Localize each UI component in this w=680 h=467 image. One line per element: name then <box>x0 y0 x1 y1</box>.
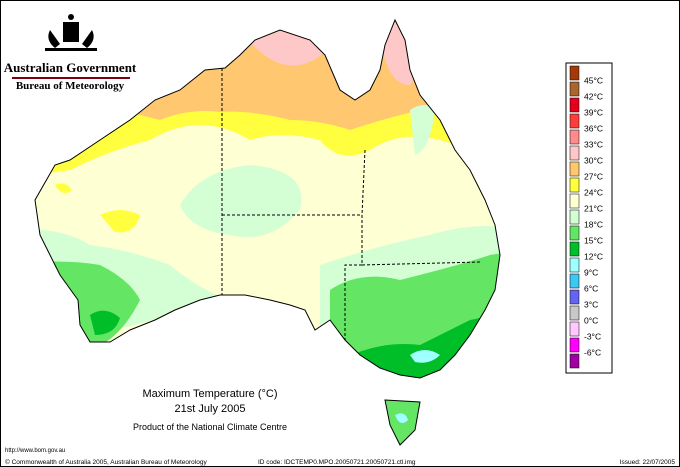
legend-swatch <box>569 353 580 369</box>
map-product: Product of the National Climate Centre <box>133 422 287 432</box>
legend-label: 0°C <box>584 315 598 325</box>
issued: Issued: 22/07/2005 <box>620 459 676 466</box>
legend-label: 18°C <box>584 219 603 229</box>
legend: 45°C 42°C 39°C 36°C 33°C 30°C 27°C 24°C 21°C 18°C… <box>565 62 613 374</box>
coastline <box>34 18 501 379</box>
agency: Australian Government <box>4 60 137 75</box>
state-borders <box>221 68 481 340</box>
legend-swatch <box>569 337 580 353</box>
id-code: ID code: IDCTEMP0.MPO.20050721.20050721.… <box>258 459 416 466</box>
legend-swatch <box>569 129 580 145</box>
legend-swatch <box>569 321 580 337</box>
legend-label: 3°C <box>584 299 598 309</box>
url: http://www.bom.gov.au <box>5 448 65 454</box>
legend-label: 21°C <box>584 203 603 213</box>
legend-swatch <box>569 241 580 257</box>
legend-swatch <box>569 225 580 241</box>
legend-swatch <box>569 193 580 209</box>
legend-label: 42°C <box>584 91 603 101</box>
legend-swatch <box>569 81 580 97</box>
legend-swatch <box>569 113 580 129</box>
tasmania-cold <box>395 413 408 424</box>
legend-label: -3°C <box>584 331 601 341</box>
legend-label: 27°C <box>584 171 603 181</box>
legend-label: 6°C <box>584 283 598 293</box>
legend-label: 30°C <box>584 155 603 165</box>
legend-swatch <box>569 177 580 193</box>
map-date: 21st July 2005 <box>175 403 246 415</box>
legend-swatch <box>569 273 580 289</box>
copyright: © Commonwealth of Australia 2005, Austra… <box>5 458 207 466</box>
legend-label: 9°C <box>584 267 598 277</box>
legend-label: 36°C <box>584 123 603 133</box>
legend-label: 45°C <box>584 75 603 85</box>
bureau: Bureau of Meteorology <box>16 80 125 92</box>
legend-label: 15°C <box>584 235 603 245</box>
legend-swatch <box>569 65 580 81</box>
legend-swatch <box>569 145 580 161</box>
map-title: Maximum Temperature (°C) <box>142 388 277 400</box>
legend-swatch <box>569 209 580 225</box>
legend-swatch <box>569 305 580 321</box>
crest <box>45 14 97 51</box>
legend-label: 39°C <box>584 107 603 117</box>
legend-swatch <box>569 289 580 305</box>
legend-swatch <box>569 257 580 273</box>
legend-label: 33°C <box>584 139 603 149</box>
legend-label: 24°C <box>584 187 603 197</box>
legend-label: -6°C <box>584 347 601 357</box>
legend-label: 12°C <box>584 251 603 261</box>
legend-swatch <box>569 97 580 113</box>
legend-swatch <box>569 161 580 177</box>
